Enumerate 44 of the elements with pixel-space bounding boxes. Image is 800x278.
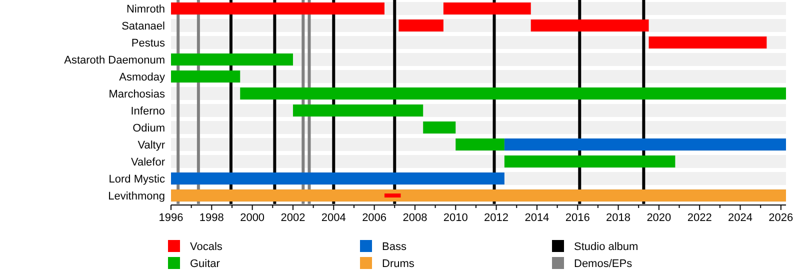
bar [171, 70, 240, 82]
bar [423, 122, 456, 134]
y-tick-label: Pestus [131, 38, 166, 50]
y-tick-label: Nimroth [126, 4, 165, 16]
y-tick-label: Odium [132, 122, 165, 134]
x-tick-label: 2006 [362, 212, 387, 224]
bar [648, 36, 767, 48]
x-tick-label: 2026 [768, 212, 794, 224]
x-tick-label: 2024 [728, 212, 752, 224]
bar [456, 138, 504, 150]
x-tick-label: 2002 [280, 212, 306, 224]
bar [292, 104, 424, 116]
y-tick-label: Valtyr [138, 140, 166, 152]
x-tick-label: 2008 [402, 212, 428, 224]
x-tick-label: 2018 [606, 212, 631, 224]
y-tick-label: Valefor [130, 156, 166, 168]
bar [443, 2, 531, 14]
x-tick-label: 2020 [646, 212, 672, 224]
legend-label: Demos/EPs [574, 258, 633, 270]
x-tick-label: 2022 [687, 212, 712, 224]
legend-label: Studio album [574, 241, 638, 253]
x-tick-label: 2010 [443, 212, 468, 224]
bar [398, 20, 444, 32]
x-tick-label: 2014 [524, 212, 550, 224]
y-tick-label: Levithmong [108, 190, 165, 202]
legend-label: Guitar [190, 258, 220, 270]
y-tick-label: Asmoday [119, 72, 166, 84]
y-tick-label: Satanael [122, 20, 165, 32]
x-tick-label: 2016 [565, 212, 590, 224]
x-tick-label: 2000 [240, 212, 265, 224]
y-tick-label: Marchosias [108, 88, 166, 100]
bar [171, 54, 293, 66]
y-tick-label: Lord Mystic [108, 174, 166, 186]
x-tick-label: 1998 [199, 212, 224, 224]
bar [504, 156, 676, 168]
legend-label: Drums [382, 258, 415, 270]
x-tick-label: 2012 [484, 212, 509, 224]
x-tick-label: 2004 [321, 212, 346, 224]
legend-label: Vocals [190, 241, 223, 253]
x-tick-label: 1996 [158, 212, 184, 224]
legend-label: Bass [382, 241, 407, 253]
bar [530, 20, 649, 32]
y-tick-label: Inferno [130, 106, 165, 118]
y-tick-label: Astaroth Daemonum [64, 54, 165, 66]
